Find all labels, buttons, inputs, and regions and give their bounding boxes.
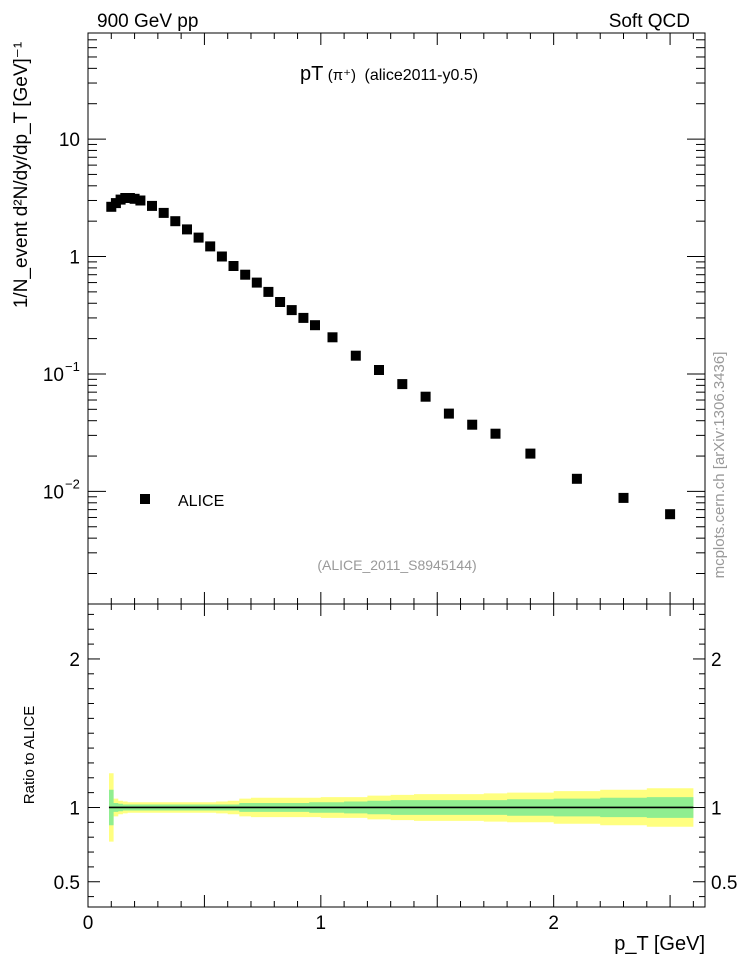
- main-y-tick-exponent: −1: [65, 359, 80, 374]
- data-point: [350, 350, 361, 361]
- data-point: [129, 193, 140, 204]
- ratio-y-tick-label-right: 0.5: [711, 873, 737, 894]
- data-point: [228, 261, 239, 271]
- header-right-label: Soft QCD: [609, 11, 690, 32]
- ratio-bands: [108, 773, 694, 842]
- data-point: [240, 269, 251, 280]
- data-point: [665, 509, 676, 520]
- data-point: [193, 232, 204, 243]
- data-point: [135, 195, 146, 206]
- data-point: [251, 277, 262, 288]
- main-y-tick-label: 10: [59, 130, 80, 151]
- main-data-points: [106, 193, 676, 520]
- plot-title-particle: (π⁺): [328, 67, 356, 84]
- data-point: [205, 241, 216, 252]
- plot-title-tag: (alice2011-y0.5): [365, 67, 479, 84]
- data-point: [158, 207, 169, 218]
- data-point: [374, 365, 384, 375]
- data-point: [170, 216, 181, 227]
- side-watermark: mcplots.cern.ch [arXiv:1306.3436]: [711, 352, 728, 579]
- ratio-y-tick-label-left: 0.5: [54, 873, 80, 894]
- x-axis-label: p_T [GeV]: [614, 933, 705, 955]
- legend-marker: [140, 494, 150, 504]
- ratio-y-tick-label-right: 1: [711, 798, 722, 819]
- x-tick-label: 0: [83, 913, 94, 934]
- data-point: [525, 448, 536, 459]
- main-y-tick-exponent: −2: [65, 476, 80, 491]
- ratio-y-tick-label-right: 2: [711, 650, 722, 671]
- analysis-label: (ALICE_2011_S8945144): [317, 557, 476, 573]
- data-point: [286, 305, 297, 316]
- main-y-tick-label: 10: [43, 482, 64, 503]
- ratio-y-axis-label: Ratio to ALICE: [21, 706, 38, 804]
- data-point: [397, 379, 408, 390]
- data-point: [216, 251, 227, 262]
- main-y-axis-label: 1/N_event d²N/dy/dp_T [GeV]⁻¹: [11, 42, 32, 308]
- ratio-plot-frame: [87, 603, 706, 908]
- plot-title: pT (π⁺) (alice2011-y0.5): [300, 63, 478, 85]
- data-point: [310, 320, 320, 331]
- data-point: [618, 492, 629, 503]
- data-point: [571, 473, 582, 484]
- header-left-label: 900 GeV pp: [97, 11, 198, 32]
- data-point: [467, 419, 478, 430]
- plot-title-main: pT: [300, 63, 323, 85]
- data-point: [263, 286, 274, 297]
- x-tick-label: 2: [548, 913, 559, 934]
- data-point: [182, 224, 192, 235]
- x-tick-label: 1: [316, 913, 327, 934]
- data-point: [490, 428, 501, 439]
- main-y-tick-label: 1: [69, 248, 80, 269]
- data-point: [443, 408, 454, 419]
- main-y-tick-label: 10: [43, 365, 64, 386]
- ratio-y-tick-label-left: 1: [69, 798, 80, 819]
- ratio-y-tick-label-left: 2: [69, 650, 80, 671]
- data-point: [420, 391, 431, 402]
- legend-label: ALICE: [178, 493, 224, 510]
- data-point: [275, 297, 286, 307]
- data-point: [327, 332, 338, 343]
- data-point: [298, 312, 309, 323]
- data-point: [147, 200, 157, 211]
- main-plot-frame: [87, 32, 706, 605]
